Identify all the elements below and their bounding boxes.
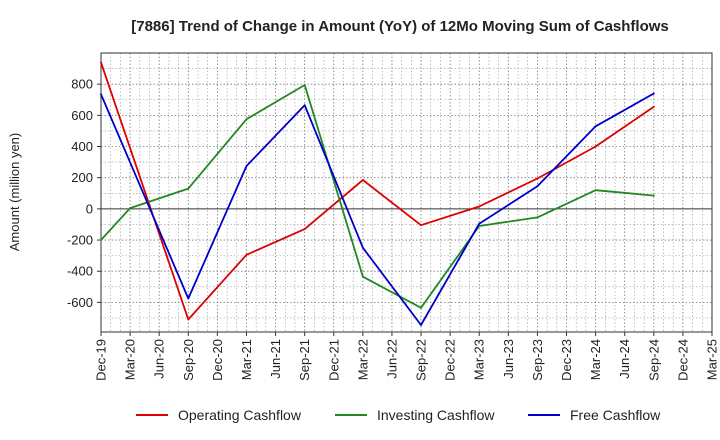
x-tick-label: Mar-21 <box>239 339 254 380</box>
y-tick-label: 800 <box>71 77 93 92</box>
data-point <box>652 105 655 108</box>
data-point <box>478 222 481 225</box>
y-tick-label: -600 <box>67 295 93 310</box>
y-tick-label: -200 <box>67 233 93 248</box>
data-point <box>652 92 655 95</box>
x-tick-label: Dec-20 <box>210 339 225 381</box>
x-tick-label: Jun-23 <box>501 339 516 379</box>
data-point <box>536 216 539 219</box>
data-point <box>245 253 248 256</box>
series-lines <box>100 61 655 326</box>
x-tick-label: Dec-23 <box>559 339 574 381</box>
axes: -600 -400 -200 0 200 400 600 800 Dec-19 Mar-20 Jun… <box>67 52 720 381</box>
x-tick-label: Jun-24 <box>617 339 632 379</box>
y-tick-label: 600 <box>71 108 93 123</box>
data-point <box>594 145 597 148</box>
data-point <box>361 275 364 278</box>
data-point <box>245 118 248 121</box>
grid <box>100 52 713 332</box>
data-point <box>100 93 102 96</box>
data-point <box>361 179 364 181</box>
x-tick-label: Jun-20 <box>152 339 167 379</box>
data-point <box>187 187 190 190</box>
data-point <box>478 205 481 208</box>
x-tick-label: Dec-22 <box>443 339 458 381</box>
x-tick-label: Sep-23 <box>530 339 545 381</box>
series-line-free-cashflow <box>100 92 655 326</box>
data-point <box>245 165 248 167</box>
x-tick-label: Mar-24 <box>588 339 603 380</box>
plot-frame <box>100 52 713 333</box>
x-tick-label: Mar-25 <box>705 339 720 380</box>
x-tick-label: Jun-22 <box>384 339 399 379</box>
data-point <box>187 318 190 321</box>
data-point <box>420 324 422 326</box>
data-point <box>361 246 364 249</box>
y-tick-label: 0 <box>86 201 93 216</box>
data-point <box>594 189 597 192</box>
data-point <box>594 125 597 128</box>
legend-entry: Operating Cashflow <box>178 407 302 423</box>
x-tick-label: Sep-24 <box>646 339 661 381</box>
legend-entry: Investing Cashflow <box>377 407 495 423</box>
x-tick-label: Sep-21 <box>297 339 312 381</box>
data-point <box>536 177 539 180</box>
series-line-investing-cashflow <box>100 84 655 309</box>
data-point <box>420 224 422 227</box>
x-tick-label: Jun-21 <box>268 339 283 379</box>
x-tick-label: Sep-20 <box>181 339 196 381</box>
y-tick-label: 400 <box>71 139 93 154</box>
x-tick-label: Mar-22 <box>355 339 370 380</box>
series-line-operating-cashflow <box>100 61 655 321</box>
chart-title: [7886] Trend of Change in Amount (YoY) o… <box>131 18 669 35</box>
data-point <box>420 306 422 309</box>
y-tick-label: -400 <box>67 264 93 279</box>
x-tick-label: Sep-22 <box>414 339 429 381</box>
data-point <box>129 207 131 209</box>
data-point <box>100 239 102 241</box>
x-tick-label: Dec-19 <box>94 339 109 381</box>
legend-entry: Free Cashflow <box>570 407 661 423</box>
data-point <box>303 84 306 86</box>
data-point <box>536 185 539 188</box>
data-point <box>303 228 306 231</box>
data-point <box>100 61 102 64</box>
x-tick-label: Mar-20 <box>123 339 138 380</box>
data-point <box>303 104 306 107</box>
data-point <box>187 297 190 300</box>
y-axis-label: Amount (million yen) <box>7 133 22 252</box>
x-tick-label: Mar-23 <box>472 339 487 380</box>
x-tick-label: Dec-24 <box>675 339 690 381</box>
legend: Operating Cashflow Investing Cashflow Free… <box>136 407 661 423</box>
y-tick-label: 200 <box>71 170 93 185</box>
data-point <box>652 194 655 197</box>
x-tick-label: Dec-21 <box>326 339 341 381</box>
